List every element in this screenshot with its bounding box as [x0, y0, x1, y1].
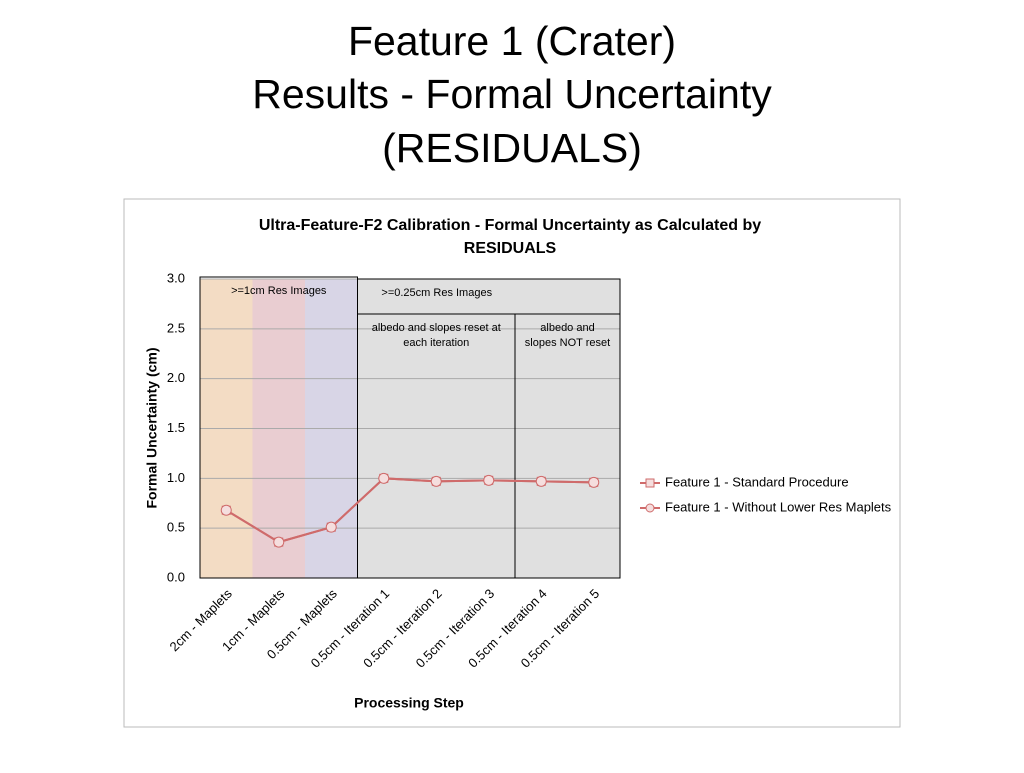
legend-label: Feature 1 - Standard Procedure — [665, 474, 849, 489]
marker — [588, 476, 600, 488]
marker — [325, 521, 337, 533]
y-tick-label: 1.0 — [167, 470, 185, 485]
y-tick-label: 3.0 — [167, 270, 185, 285]
legend-marker — [645, 503, 655, 513]
x-axis-label: Processing Step — [354, 695, 464, 711]
slide-title: Feature 1 (Crater) — [348, 18, 676, 64]
annotation: each iteration — [403, 337, 469, 349]
slide-title: (RESIDUALS) — [382, 125, 642, 171]
chart-title: RESIDUALS — [464, 240, 557, 257]
marker — [273, 536, 285, 548]
y-tick-label: 0.0 — [167, 569, 185, 584]
slide-title: Results - Formal Uncertainty — [252, 71, 772, 117]
y-tick-label: 2.0 — [167, 370, 185, 385]
legend-label: Feature 1 - Without Lower Res Maplets — [665, 499, 892, 514]
annotation: albedo and slopes reset at — [372, 322, 501, 334]
marker — [483, 474, 495, 486]
y-axis-label: Formal Uncertainty (cm) — [144, 347, 160, 508]
chart-title: Ultra-Feature-F2 Calibration - Formal Un… — [259, 217, 761, 234]
annotation: >=0.25cm Res Images — [381, 287, 492, 299]
annotation: >=1cm Res Images — [231, 285, 327, 297]
marker — [220, 504, 232, 516]
legend-marker — [645, 478, 655, 488]
series-line — [225, 477, 594, 544]
marker — [535, 475, 547, 487]
marker — [378, 472, 390, 484]
annotation: slopes NOT reset — [525, 337, 610, 349]
marker — [430, 475, 442, 487]
y-tick-label: 1.5 — [167, 420, 185, 435]
annotation: albedo and — [540, 322, 594, 334]
y-tick-label: 2.5 — [167, 320, 185, 335]
y-tick-label: 0.5 — [167, 520, 185, 535]
